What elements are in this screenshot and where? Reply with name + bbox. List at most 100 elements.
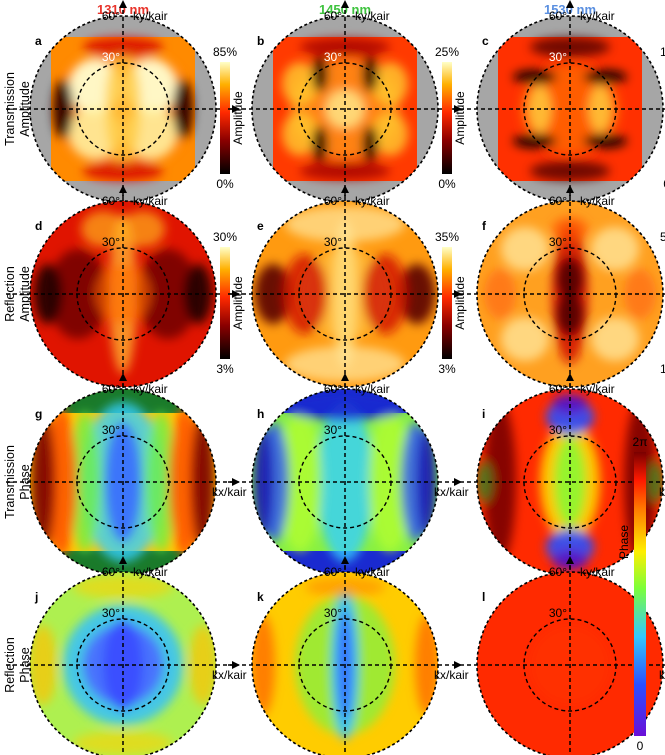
colorbar-max: 35% [435,230,459,244]
column-header-2: 1450 nm [319,2,371,17]
panel-h: h 60° 30° ky/kair kx/kair [228,373,469,583]
colorbar-gradient [442,62,452,174]
panel-j: j 60° 30° ky/kair kx/kair [6,556,247,755]
panel-letter: k [257,590,264,604]
colorbar-min: 0% [438,177,456,191]
panel-letter: f [482,219,487,233]
colorbar-d: 30% 3% Amplitude [213,230,245,376]
row-header-line: Amplitude [18,81,32,137]
panel-letter: a [35,34,42,48]
kx-label: kx/kair [212,485,247,499]
kx-label: kx/kair [434,485,469,499]
angle-label-30: 30° [102,423,120,437]
colorbar-max: 50% [660,230,665,244]
ky-label: ky/kair [355,194,390,208]
angle-label-30: 30° [102,50,120,64]
angle-label-30: 30° [324,50,342,64]
column-header-3: 1530 nm [544,2,596,17]
colorbar-max: 25% [435,45,459,59]
colorbar-min: 3% [216,362,234,376]
colorbar-title: Amplitude [231,91,245,145]
angle-label-30: 30° [102,235,120,249]
phase-colorbar-gradient [634,452,646,736]
panel-l: l 60° 30° ky/kair kx/kair [453,556,665,755]
colorbar-gradient [220,247,230,359]
row-header-line: Phase [18,647,32,682]
colorbar-max: 30% [213,230,237,244]
angle-label-30: 30° [549,50,567,64]
colorbar-min: 18% [660,362,665,376]
row-header-line: Phase [18,464,32,499]
colorbar-f: 50%18%Amplitude [660,230,665,376]
colorbar-min: 0% [216,177,234,191]
colorbar-title: Amplitude [231,276,245,330]
angle-label-60: 60° [324,194,342,208]
angle-label-30: 30° [549,235,567,249]
panel-letter: b [257,34,264,48]
ky-label: ky/kair [580,382,615,396]
angle-label-60: 60° [102,382,120,396]
colorbar-e: 35% 3% Amplitude [435,230,467,376]
angle-label-60: 60° [324,565,342,579]
colorbar-b: 25% 0% Amplitude [435,45,467,191]
panel-k: k 60° 30° ky/kair kx/kair [228,556,469,755]
angle-label-60: 60° [102,9,120,23]
ky-label: ky/kair [133,9,168,23]
panel-letter: h [257,407,264,421]
panel-letter: l [482,590,485,604]
angle-label-30: 30° [102,606,120,620]
kx-label: kx/kair [212,668,247,682]
angle-label-30: 30° [324,235,342,249]
colorbar-title: Amplitude [453,276,467,330]
colorbar-min: 3% [438,362,456,376]
angle-label-60: 60° [324,9,342,23]
panel-letter: g [35,407,42,421]
angle-label-60: 60° [102,194,120,208]
kx-label: kx/kair [434,668,469,682]
angle-label-60: 60° [102,565,120,579]
colorbar-gradient [442,247,452,359]
ky-label: ky/kair [133,194,168,208]
angle-label-60: 60° [324,382,342,396]
colorbar-c: 15%0%Amplitude [660,45,665,191]
angle-label-60: 60° [549,9,567,23]
colorbar-title: Amplitude [453,91,467,145]
phase-colorbar: 2π 0 Phase [617,435,647,753]
kx-label: kx/kair [659,485,665,499]
colorbar-min: 0% [663,177,665,191]
ky-label: ky/kair [355,9,390,23]
panel-letter: i [482,407,485,421]
panel-letter: c [482,34,489,48]
ky-label: ky/kair [133,565,168,579]
phase-colorbar-max: 2π [633,435,648,449]
angle-label-60: 60° [549,382,567,396]
ky-label: ky/kair [580,194,615,208]
column-header-1: 1310 nm [97,2,149,17]
panel-i: i 60° 30° ky/kair kx/kair [453,373,665,583]
colorbar-gradient [220,62,230,174]
angle-label-30: 30° [549,606,567,620]
colorbar-a: 85% 0% Amplitude [213,45,245,191]
panel-g: g 60° 30° ky/kair kx/kair [6,373,247,583]
panel-letter: d [35,219,42,233]
ky-label: ky/kair [580,9,615,23]
angle-label-60: 60° [549,194,567,208]
ky-label: ky/kair [133,382,168,396]
angle-label-30: 30° [324,606,342,620]
colorbar-max: 15% [660,45,665,59]
panel-letter: j [34,590,38,604]
angle-label-60: 60° [549,565,567,579]
ky-label: ky/kair [355,565,390,579]
kx-label: kx/kair [659,668,665,682]
colorbar-max: 85% [213,45,237,59]
ky-label: ky/kair [355,382,390,396]
row-header-line: Amplitude [18,266,32,322]
phase-colorbar-title: Phase [617,525,631,559]
